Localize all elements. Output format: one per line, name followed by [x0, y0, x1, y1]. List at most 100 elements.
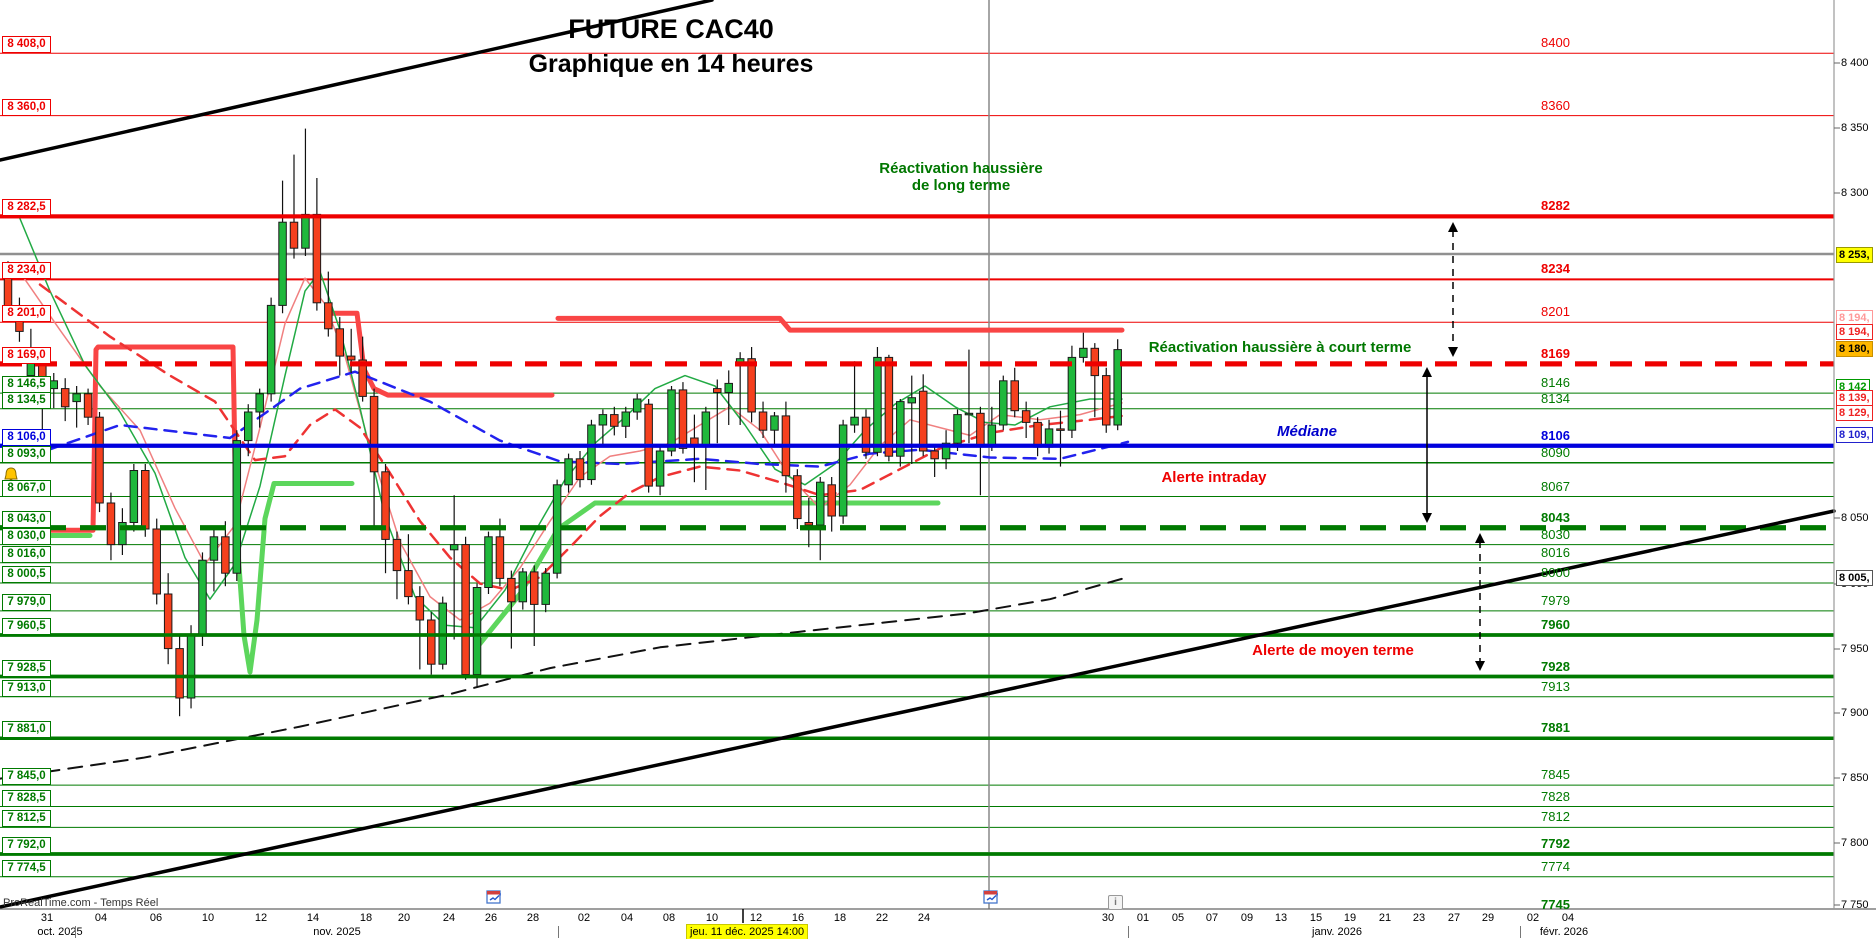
candle-bearish	[1021, 410, 1031, 423]
thin-green-ma	[14, 205, 1123, 629]
candle-bearish	[152, 528, 161, 595]
candle-bearish	[827, 484, 836, 517]
x-axis-tick-label: 13	[1274, 912, 1288, 924]
range-8282-8169-head-top	[1448, 222, 1458, 232]
candle-bullish	[873, 356, 882, 453]
x-axis-tick-label: 10	[705, 912, 719, 924]
x-axis-tick-label: 09	[1240, 912, 1254, 924]
candle-bullish	[198, 559, 207, 637]
x-axis-tick-label: 08	[662, 912, 676, 924]
candle-bearish	[713, 388, 722, 394]
candle-bearish	[884, 356, 894, 457]
candle-bullish	[667, 389, 676, 452]
right-axis-label: 7 750	[1841, 899, 1869, 911]
candle-bearish	[976, 412, 985, 447]
left-price-label-8201: 8 201,0	[2, 305, 51, 323]
x-axis-tick-label: 12	[749, 912, 763, 924]
candle-bearish	[804, 522, 814, 526]
left-price-label-8106: 8 106,0	[2, 428, 51, 446]
right-axis-label: 8 400	[1841, 57, 1869, 69]
lower-trendline	[0, 509, 1836, 909]
candle-bearish	[507, 577, 516, 603]
x-axis-tick-label: 18	[833, 912, 847, 924]
candle-bearish	[95, 416, 104, 504]
right-inner-label-7745: 7745	[1541, 897, 1570, 913]
watermark-prorealtime: ProRealTime.com - Temps Réel	[3, 897, 159, 909]
alarm-bell-icon	[4, 467, 18, 480]
right-inner-label-8146.5: 8146	[1541, 375, 1570, 391]
candle-bearish	[3, 276, 13, 308]
candle-bullish	[815, 481, 825, 526]
candle-bearish	[312, 213, 322, 304]
right-inner-label-8030: 8030	[1541, 526, 1570, 542]
right-inner-label-8000.5: 8000	[1541, 564, 1570, 580]
range-8282-8169-head-bottom	[1448, 347, 1458, 357]
right-inner-label-7812.5: 7812	[1541, 809, 1570, 825]
x-axis-tick-label: 16	[791, 912, 805, 924]
candle-bullish	[266, 304, 276, 395]
right-inner-label-8282.5: 8282	[1541, 198, 1570, 214]
x-axis-tick-label: 10	[201, 912, 215, 924]
candle-bullish	[232, 440, 242, 574]
candle-bearish	[610, 414, 619, 427]
candle-bearish	[930, 450, 939, 460]
x-axis-tick-label: 31	[40, 912, 54, 924]
x-axis-tick-label: 15	[1309, 912, 1323, 924]
x-axis-tick-label: 18	[359, 912, 373, 924]
x-axis-tick-label: 06	[149, 912, 163, 924]
event-calendar-icon	[984, 891, 997, 895]
x-axis-tick-label: 05	[1171, 912, 1185, 924]
candle-bullish	[72, 393, 81, 403]
candle-bullish	[564, 458, 573, 486]
x-axis-month-separator	[558, 926, 559, 938]
x-axis-tick-label: 29	[1481, 912, 1495, 924]
event-calendar-icon	[996, 893, 998, 896]
candle-bullish	[587, 424, 596, 481]
candle-bullish	[243, 411, 253, 442]
x-axis-tick-label: 22	[875, 912, 889, 924]
right-axis-label: 7 950	[1841, 643, 1869, 655]
x-axis-month-label: févr. 2026	[1539, 926, 1589, 938]
info-icon[interactable]: i	[1108, 895, 1123, 910]
right-inner-label-8360: 8360	[1541, 97, 1570, 113]
right-inner-label-8134.5: 8134	[1541, 390, 1570, 406]
candle-bullish	[770, 415, 779, 431]
annotation-reactivation-long-terme: Réactivation haussière de long terme	[879, 160, 1043, 194]
candle-bearish	[861, 416, 871, 453]
right-inner-label-7792: 7792	[1541, 836, 1570, 851]
left-price-label-8169: 8 169,0	[2, 346, 51, 364]
x-axis-tick-label: 07	[1205, 912, 1219, 924]
right-axis-label: 8 050	[1841, 512, 1869, 524]
right-axis-label: 7 850	[1841, 772, 1869, 784]
right-inner-label-7845: 7845	[1541, 767, 1570, 783]
right-axis-value-box: 8 109,	[1836, 427, 1873, 443]
event-calendar-icon	[489, 895, 500, 901]
red-dashed-ma	[38, 283, 1124, 592]
x-axis-tick-label: 19	[1343, 912, 1357, 924]
right-inner-label-7774.5: 7774	[1541, 858, 1570, 874]
x-axis-month-label: nov. 2025	[313, 926, 361, 938]
candle-bullish	[541, 572, 550, 605]
annotation-reactivation-court-terme: Réactivation haussière à court terme	[1148, 339, 1412, 356]
candle-bearish	[369, 395, 379, 473]
candle-bearish	[793, 475, 802, 520]
left-price-label-7828.5: 7 828,5	[2, 789, 51, 807]
candle-bullish	[941, 442, 951, 460]
x-axis-month-separator	[75, 926, 76, 938]
candle-bullish	[129, 470, 139, 523]
right-axis-label: 8 300	[1841, 187, 1869, 199]
x-axis-tick-label: 27	[1447, 912, 1461, 924]
candle-bearish	[415, 596, 425, 621]
x-axis-tick-label: 20	[397, 912, 411, 924]
x-axis-tick-label: 12	[254, 912, 268, 924]
candle-bullish	[472, 587, 482, 676]
candle-bearish	[678, 389, 688, 449]
x-axis-tick-label: 30	[1101, 912, 1115, 924]
event-calendar-icon	[986, 895, 997, 901]
left-price-label-8016: 8 016,0	[2, 545, 51, 563]
candle-bearish	[346, 355, 356, 361]
candle-bullish	[209, 536, 219, 561]
candle-bullish	[655, 450, 665, 487]
right-axis-value-box: 8 129,	[1836, 405, 1873, 421]
